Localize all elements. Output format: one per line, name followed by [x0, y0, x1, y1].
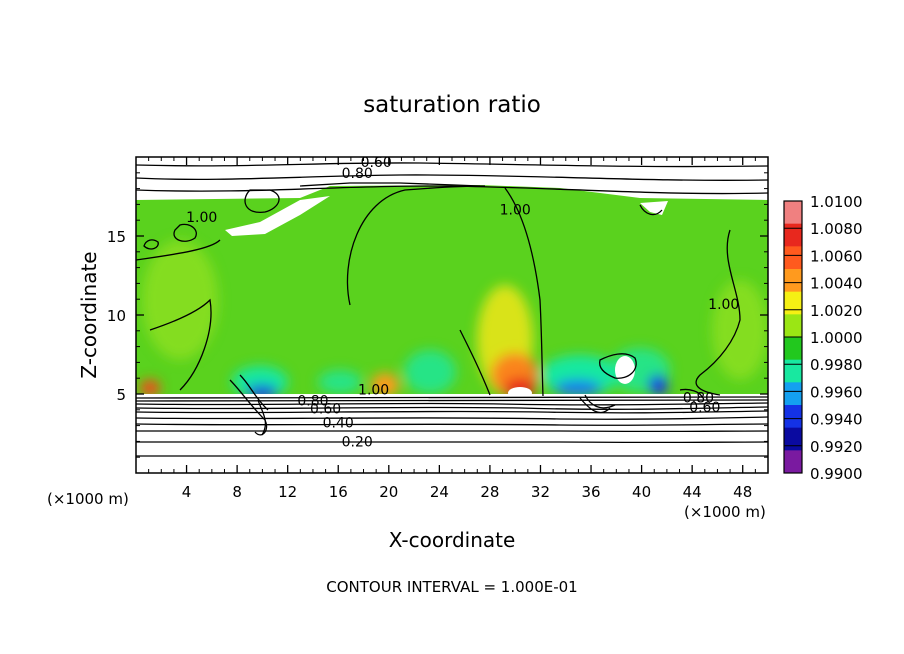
x-tick-label: 48: [733, 483, 752, 501]
subsat-core: [140, 380, 160, 396]
colorbar-label: 1.0020: [810, 302, 863, 320]
x-tick-label: 8: [232, 483, 242, 501]
colorbar-swatch: [784, 246, 802, 270]
colorbar-label: 0.9920: [810, 438, 863, 456]
colorbar-label: 1.0080: [810, 220, 863, 238]
x-tick-label: 12: [278, 483, 297, 501]
dry-patch: [225, 196, 330, 236]
contour-label: 1.00: [500, 202, 531, 218]
colorbar-swatch: [784, 450, 802, 474]
x-tick-label: 32: [531, 483, 550, 501]
chart-title: saturation ratio: [363, 92, 541, 118]
colorbar-swatch: [784, 382, 802, 406]
colorbar-swatch: [784, 314, 802, 338]
z-unit-label: (×1000 m): [47, 490, 129, 508]
colorbar-swatch: [784, 405, 802, 429]
x-tick-label: 40: [632, 483, 651, 501]
contour-interval-note: CONTOUR INTERVAL = 1.000E-01: [326, 578, 577, 596]
contour-label: 1.00: [186, 210, 217, 226]
z-tick-label: 15: [107, 228, 126, 246]
colorbar-swatch: [784, 269, 802, 293]
subsat-patch: [318, 370, 362, 394]
contour-label: 1.00: [708, 297, 739, 313]
contour-label: 0.60: [689, 400, 720, 416]
subsat-core: [648, 375, 668, 395]
colorbar-swatch: [784, 291, 802, 315]
supersat-plume: [371, 373, 399, 397]
contour-label: 0.60: [310, 401, 341, 417]
contour-label: 0.80: [683, 390, 714, 406]
colorbar-swatch: [784, 359, 802, 383]
moist-layer: [136, 185, 768, 398]
x-tick-label: 36: [581, 483, 600, 501]
x-tick-label: 28: [480, 483, 499, 501]
light-green-patch: [142, 240, 218, 360]
colorbar: 1.0100 1.0080 1.0060 1.0040 1.0020 1.0000 0.99…: [783, 193, 863, 483]
contour-label: 0.40: [323, 416, 354, 432]
contour-label: 0.60: [361, 155, 392, 171]
x-tick-label: 16: [329, 483, 348, 501]
saturation-field: 0.600.801.00 1.001.001.000.800.600.400.20…: [136, 155, 768, 473]
x-tick-label: 44: [683, 483, 702, 501]
colorbar-label: 0.9940: [810, 411, 863, 429]
x-axis: 4 8 12 16 20 24 28 32 36 40 44 48: [148, 157, 756, 501]
x-axis-label: X-coordinate: [389, 528, 516, 552]
colorbar-label: 0.9960: [810, 383, 863, 401]
light-green-patch: [712, 280, 768, 380]
colorbar-swatch: [784, 337, 802, 361]
contour-label: 0.80: [342, 166, 373, 182]
x-tick-label: 20: [379, 483, 398, 501]
colorbar-label: 1.0100: [810, 193, 863, 211]
z-tick-label: 5: [116, 386, 126, 404]
colorbar-label: 1.0040: [810, 275, 863, 293]
z-tick-label: 10: [107, 307, 126, 325]
colorbar-swatch: [784, 427, 802, 451]
colorbar-label: 0.9900: [810, 465, 863, 483]
colorbar-label: 1.0060: [810, 247, 863, 265]
x-tick-label: 4: [182, 483, 192, 501]
x-unit-label: (×1000 m): [684, 503, 766, 521]
contour-label: 1.00: [358, 382, 389, 398]
colorbar-swatch: [784, 201, 802, 225]
z-axis: 5 10 15: [107, 172, 768, 458]
contour-label: 0.20: [342, 435, 373, 451]
subsat-patch: [404, 350, 456, 394]
z-axis-label: Z-coordinate: [77, 251, 101, 378]
colorbar-label: 0.9980: [810, 356, 863, 374]
colorbar-label: 1.0000: [810, 329, 863, 347]
x-tick-label: 24: [430, 483, 449, 501]
subsat-core: [554, 380, 602, 396]
contour-label: 0.80: [297, 393, 328, 409]
colorbar-swatch: [784, 223, 802, 247]
contour-lines: [136, 162, 768, 457]
